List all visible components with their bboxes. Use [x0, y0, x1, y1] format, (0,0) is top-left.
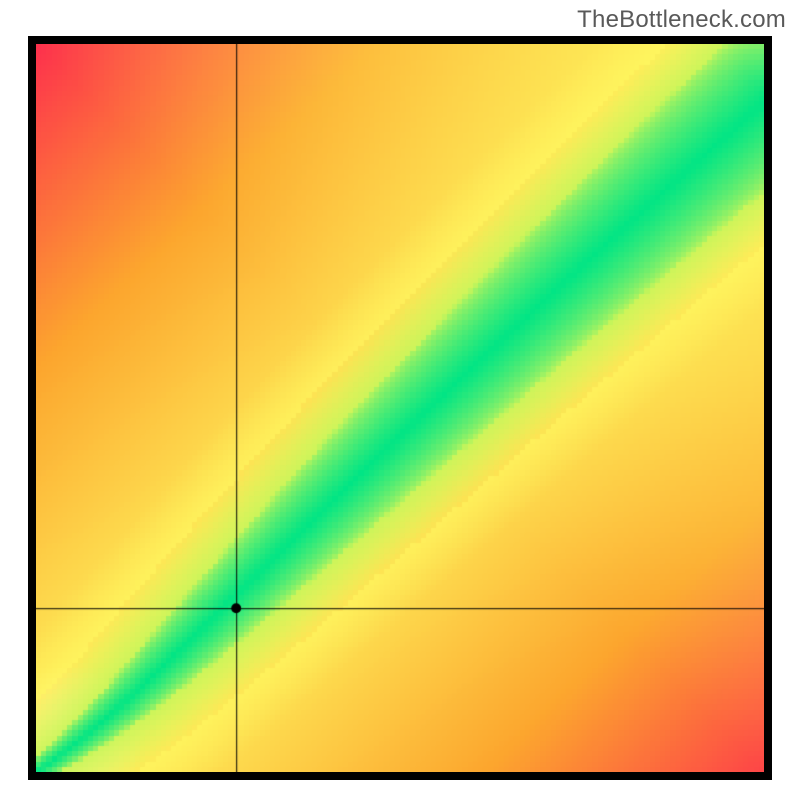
plot-border-left	[28, 36, 36, 780]
plot-border-top	[28, 36, 772, 44]
bottleneck-heatmap	[36, 44, 764, 772]
plot-border-bottom	[28, 772, 772, 780]
watermark-text: TheBottleneck.com	[577, 6, 786, 34]
plot-border-right	[764, 36, 772, 780]
